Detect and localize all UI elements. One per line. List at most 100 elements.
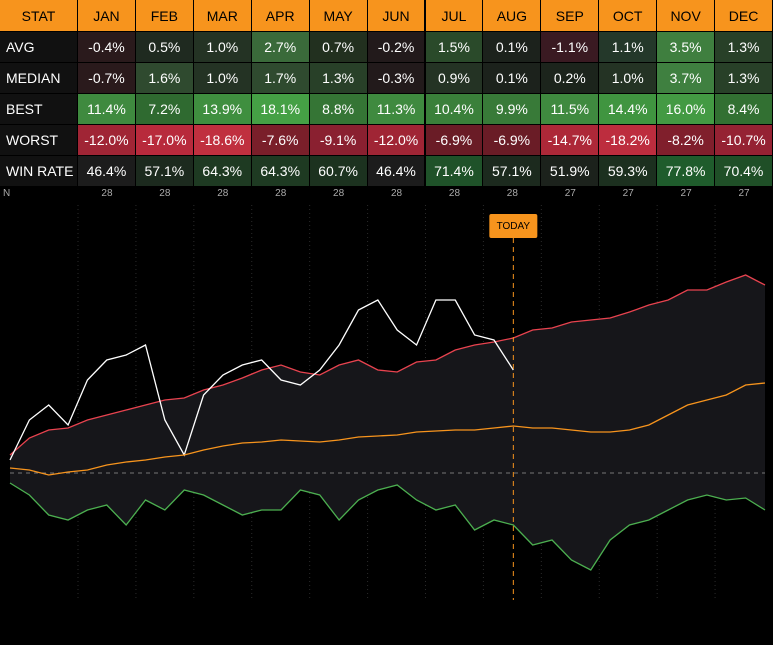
stat-cell: 3.5% xyxy=(657,32,716,63)
stat-cell: 1.5% xyxy=(425,32,484,63)
stat-cell: 64.3% xyxy=(251,156,310,187)
stat-cell: 1.3% xyxy=(715,63,773,94)
stat-cell: -0.7% xyxy=(78,63,136,94)
stat-cell: -10.7% xyxy=(715,125,773,156)
stat-cell: -1.1% xyxy=(541,32,600,63)
stat-cell: 11.3% xyxy=(367,94,426,125)
n-value: 27 xyxy=(715,187,773,200)
range-band xyxy=(10,275,765,570)
header-cell: OCT xyxy=(599,0,658,32)
stat-cell: 57.1% xyxy=(483,156,542,187)
header-cell: APR xyxy=(251,0,310,32)
n-value: 28 xyxy=(367,187,426,200)
stat-cell: 2.7% xyxy=(251,32,310,63)
header-cell: DEC xyxy=(715,0,773,32)
n-label: N xyxy=(0,187,78,200)
stat-cell: 57.1% xyxy=(135,156,194,187)
header-cell: JUN xyxy=(367,0,426,32)
stat-cell: -6.9% xyxy=(425,125,484,156)
stat-cell: 7.2% xyxy=(135,94,194,125)
stat-cell: 0.1% xyxy=(483,63,542,94)
stat-cell: 1.0% xyxy=(193,63,252,94)
stat-cell: 1.1% xyxy=(599,32,658,63)
stat-cell: 1.6% xyxy=(135,63,194,94)
stat-cell: 59.3% xyxy=(599,156,658,187)
header-cell: AUG xyxy=(483,0,542,32)
stat-cell: 60.7% xyxy=(309,156,368,187)
n-value: 28 xyxy=(251,187,310,200)
stat-cell: 0.1% xyxy=(483,32,542,63)
today-label: TODAY xyxy=(497,221,531,232)
stat-cell: -18.6% xyxy=(193,125,252,156)
stat-cell: 11.4% xyxy=(78,94,136,125)
row-label: MEDIAN xyxy=(0,63,78,94)
stat-cell: 0.7% xyxy=(309,32,368,63)
stat-cell: 1.0% xyxy=(193,32,252,63)
stat-cell: 10.4% xyxy=(425,94,484,125)
header-cell: MAR xyxy=(193,0,252,32)
header-cell: JUL xyxy=(425,0,484,32)
stat-cell: -17.0% xyxy=(135,125,194,156)
n-value: 27 xyxy=(657,187,716,200)
stat-cell: 51.9% xyxy=(541,156,600,187)
stat-cell: -6.9% xyxy=(483,125,542,156)
stat-cell: 46.4% xyxy=(367,156,426,187)
stat-cell: 13.9% xyxy=(193,94,252,125)
row-label: BEST xyxy=(0,94,78,125)
series-line xyxy=(9,299,514,461)
stat-cell: -0.4% xyxy=(78,32,136,63)
stat-cell: 16.0% xyxy=(657,94,716,125)
stat-cell: 46.4% xyxy=(78,156,136,187)
stat-cell: 0.5% xyxy=(135,32,194,63)
stat-cell: -18.2% xyxy=(599,125,658,156)
series-line xyxy=(9,482,766,571)
row-label: WORST xyxy=(0,125,78,156)
stat-cell: 9.9% xyxy=(483,94,542,125)
stat-cell: 70.4% xyxy=(715,156,773,187)
stat-cell: 3.7% xyxy=(657,63,716,94)
stat-cell: 0.9% xyxy=(425,63,484,94)
row-label: AVG xyxy=(0,32,78,63)
n-value: 28 xyxy=(309,187,368,200)
header-cell: MAY xyxy=(309,0,368,32)
stat-cell: 71.4% xyxy=(425,156,484,187)
today-box xyxy=(489,214,538,238)
stat-cell: 77.8% xyxy=(657,156,716,187)
stat-cell: -8.2% xyxy=(657,125,716,156)
stat-cell: 0.2% xyxy=(541,63,600,94)
stat-cell: -9.1% xyxy=(309,125,368,156)
header-cell: STAT xyxy=(0,0,78,32)
n-value: 27 xyxy=(599,187,658,200)
header-cell: NOV xyxy=(657,0,716,32)
stat-cell: 8.4% xyxy=(715,94,773,125)
stat-cell: 14.4% xyxy=(599,94,658,125)
n-value: 28 xyxy=(193,187,252,200)
n-value: 28 xyxy=(483,187,542,200)
stat-cell: -7.6% xyxy=(251,125,310,156)
stat-cell: -12.0% xyxy=(78,125,136,156)
stat-cell: -0.3% xyxy=(367,63,426,94)
stat-cell: 1.7% xyxy=(251,63,310,94)
series-line xyxy=(9,274,766,456)
stat-cell: 11.5% xyxy=(541,94,600,125)
n-value: 28 xyxy=(425,187,484,200)
stat-cell: 18.1% xyxy=(251,94,310,125)
stat-cell: 64.3% xyxy=(193,156,252,187)
n-value: 28 xyxy=(78,187,136,200)
stat-cell: -12.0% xyxy=(367,125,426,156)
stat-cell: -0.2% xyxy=(367,32,426,63)
n-value: 28 xyxy=(135,187,194,200)
header-cell: FEB xyxy=(135,0,194,32)
stat-cell: -14.7% xyxy=(541,125,600,156)
stat-cell: 1.3% xyxy=(309,63,368,94)
stat-cell: 8.8% xyxy=(309,94,368,125)
header-cell: SEP xyxy=(541,0,600,32)
n-value: 27 xyxy=(541,187,600,200)
series-line xyxy=(9,382,766,476)
header-cell: JAN xyxy=(78,0,136,32)
stat-cell: 1.0% xyxy=(599,63,658,94)
row-label: WIN RATE xyxy=(0,156,78,187)
stat-cell: 1.3% xyxy=(715,32,773,63)
